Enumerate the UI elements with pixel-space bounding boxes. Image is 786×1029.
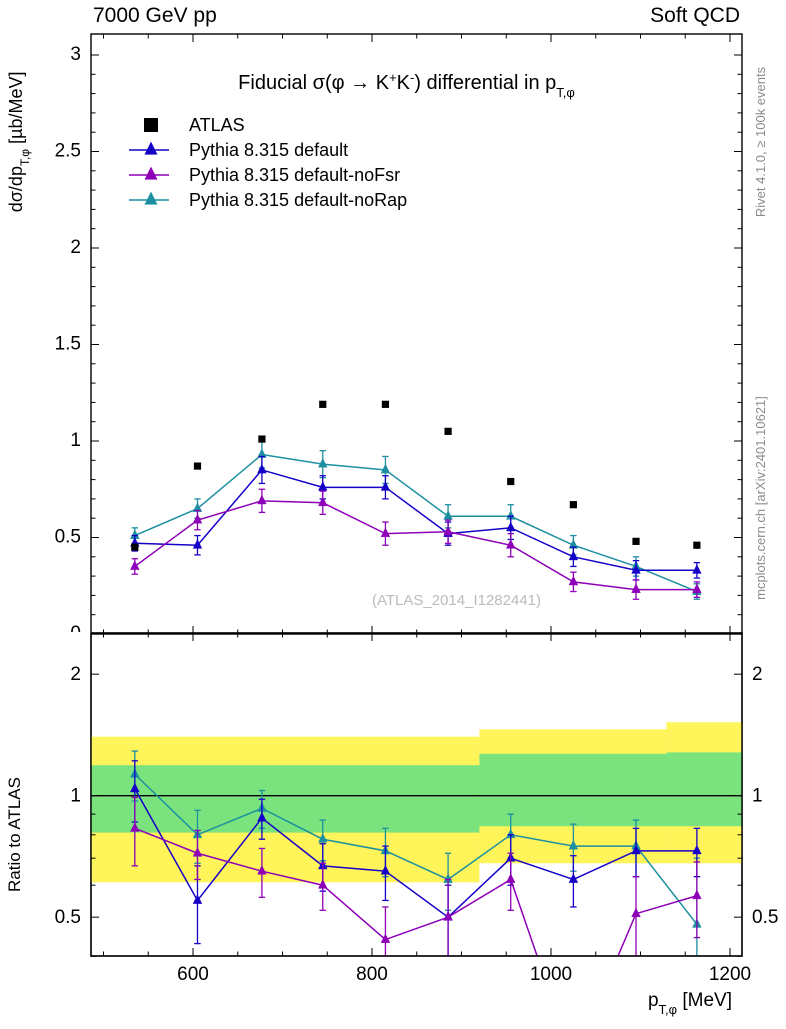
svg-text:2: 2	[752, 664, 763, 685]
svg-text:1.5: 1.5	[55, 334, 81, 355]
svg-text:3: 3	[70, 44, 81, 65]
svg-text:7000 GeV pp: 7000 GeV pp	[93, 4, 217, 27]
svg-text:ATLAS: ATLAS	[189, 115, 245, 135]
svg-text:2: 2	[70, 237, 81, 258]
svg-text:Ratio to ATLAS: Ratio to ATLAS	[5, 777, 24, 892]
svg-text:(ATLAS_2014_I1282441): (ATLAS_2014_I1282441)	[372, 592, 541, 609]
svg-text:Pythia 8.315 default: Pythia 8.315 default	[189, 140, 348, 160]
svg-text:2.5: 2.5	[55, 141, 81, 162]
svg-text:1: 1	[752, 786, 763, 807]
svg-text:Soft QCD: Soft QCD	[650, 4, 740, 27]
svg-text:0.5: 0.5	[55, 907, 81, 928]
svg-text:Pythia 8.315 default-noRap: Pythia 8.315 default-noRap	[189, 190, 407, 210]
svg-text:Pythia 8.315 default-noFsr: Pythia 8.315 default-noFsr	[189, 165, 400, 185]
svg-text:800: 800	[356, 964, 388, 985]
svg-text:1000: 1000	[530, 964, 572, 985]
svg-text:0.5: 0.5	[55, 527, 81, 548]
svg-text:2: 2	[70, 664, 81, 685]
svg-text:1: 1	[70, 786, 81, 807]
svg-text:mcplots.cern.ch [arXiv:2401.10: mcplots.cern.ch [arXiv:2401.10621]	[753, 396, 768, 600]
svg-text:600: 600	[177, 964, 209, 985]
svg-text:1200: 1200	[709, 964, 751, 985]
svg-text:0.5: 0.5	[752, 907, 778, 928]
svg-text:1: 1	[70, 430, 81, 451]
svg-text:Rivet 4.1.0, ≥ 100k events: Rivet 4.1.0, ≥ 100k events	[753, 66, 768, 217]
